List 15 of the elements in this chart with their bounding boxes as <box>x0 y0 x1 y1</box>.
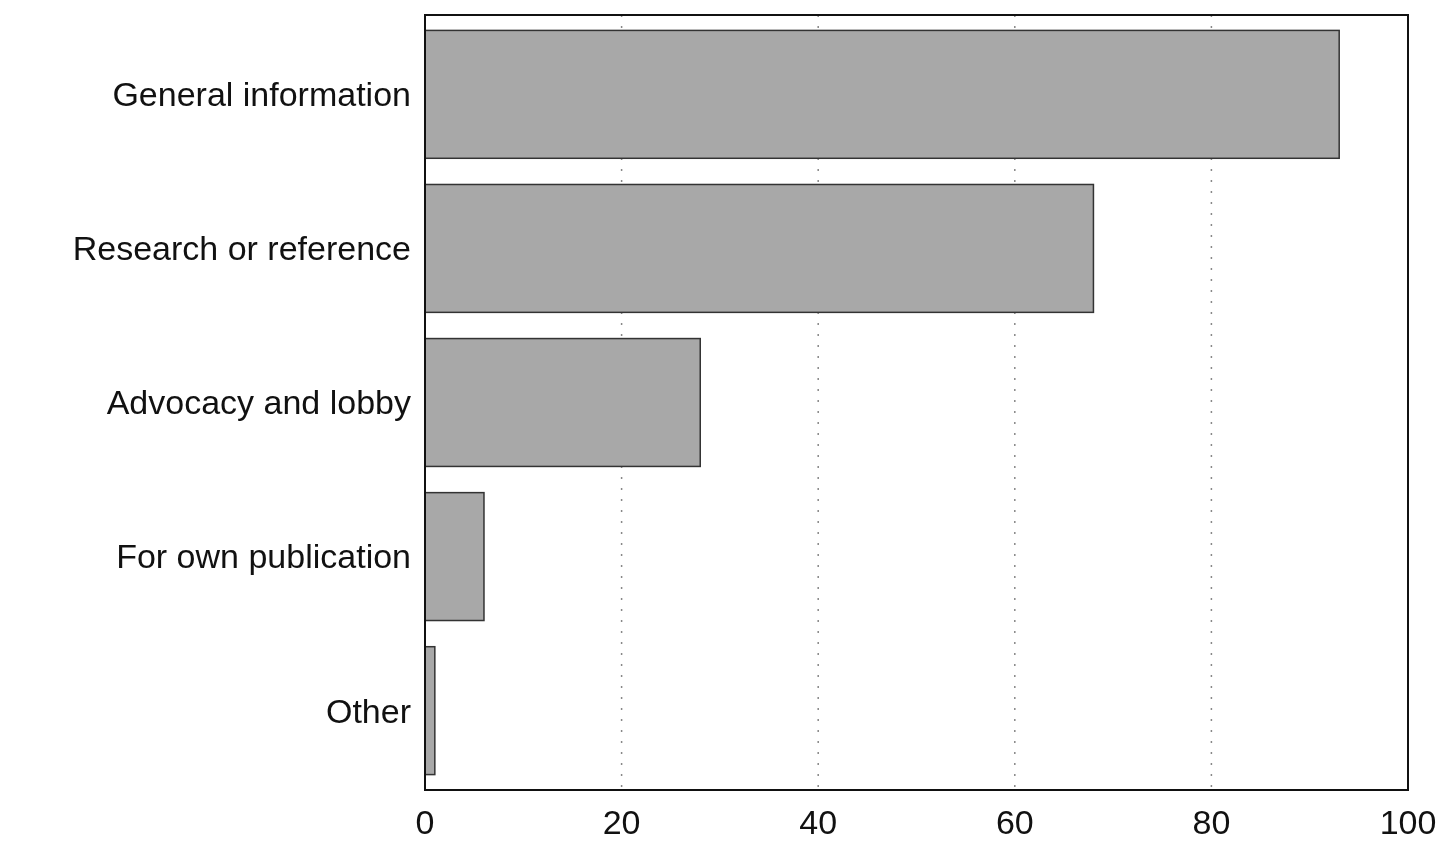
y-tick-label: Advocacy and lobby <box>106 383 411 422</box>
bar <box>424 29 1340 160</box>
bar <box>424 183 1095 314</box>
y-tick-label: Other <box>325 691 411 730</box>
x-tick-label: 40 <box>799 803 838 841</box>
y-tick-label: Research or reference <box>72 229 411 268</box>
x-tick-label: 100 <box>1379 803 1437 841</box>
y-tick-label: For own publication <box>116 537 411 576</box>
bar <box>424 337 701 468</box>
x-tick-label: 80 <box>1192 803 1231 841</box>
x-tick-label: 60 <box>995 803 1034 841</box>
x-tick-label: 20 <box>602 803 641 841</box>
x-tick-label: 0 <box>415 803 435 841</box>
y-tick-label: General information <box>112 75 411 114</box>
bar <box>424 491 485 622</box>
